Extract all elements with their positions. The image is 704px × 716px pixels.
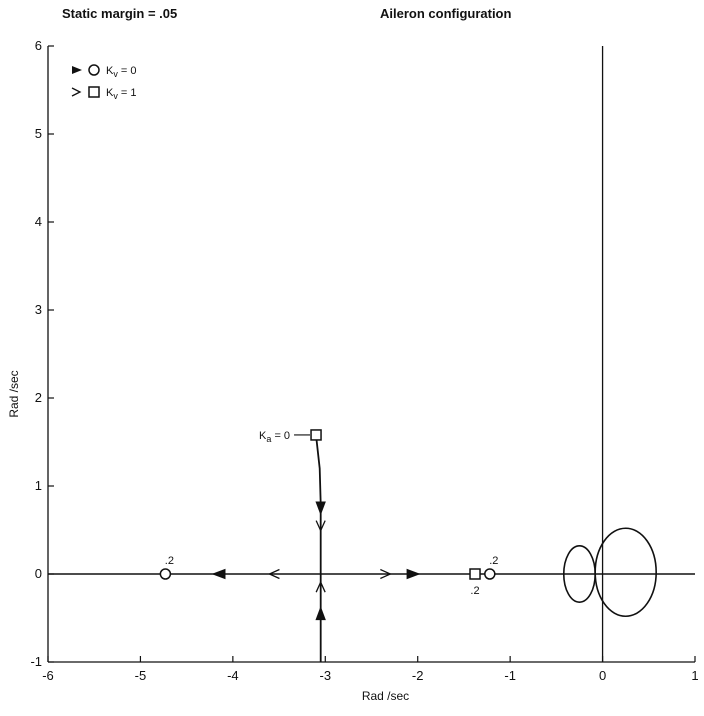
legend-arrow-filled <box>72 66 82 74</box>
y-tick-label: 2 <box>35 390 42 405</box>
tick-labels: -6 -5 -4 -3 -2 -1 0 1 -1 0 1 2 3 4 5 6 Rad /sec Rad /sec <box>7 38 699 703</box>
arrowhead-open <box>380 568 392 580</box>
direction-arrow <box>315 501 326 516</box>
arrowhead-filled <box>315 501 326 516</box>
legend-circle-marker <box>88 64 100 76</box>
legend: Kv = 0 Kv = 1 <box>71 64 137 101</box>
x-tick-label: -3 <box>320 668 332 683</box>
y-axis-label: Rad /sec <box>7 370 21 417</box>
legend-label: Kv = 0 <box>106 65 137 79</box>
arrowhead-filled <box>211 568 226 580</box>
arrowhead-open <box>267 568 280 580</box>
x-tick-label: -6 <box>42 668 54 683</box>
gain-annotation: .2 <box>165 555 174 567</box>
y-tick-label: 6 <box>35 38 42 53</box>
locus-loops <box>562 527 657 618</box>
ka-annotation: Ka = 0 <box>259 430 290 444</box>
direction-arrow <box>267 568 280 580</box>
arrowhead-filled <box>315 606 326 621</box>
circle-marker <box>159 568 172 580</box>
y-tick-label: 0 <box>35 566 42 581</box>
axes <box>47 46 695 663</box>
arrowhead-filled <box>406 568 421 580</box>
gain-annotation: .2 <box>470 585 479 597</box>
direction-arrow <box>211 568 226 580</box>
y-tick-label: 5 <box>35 126 42 141</box>
arrowhead-open <box>315 520 326 533</box>
y-tick-label: 4 <box>35 214 42 229</box>
chart-title: Aileron configuration <box>380 6 512 21</box>
locus-loop <box>594 527 657 618</box>
legend-label: Kv = 1 <box>106 87 137 101</box>
direction-arrow <box>315 580 326 593</box>
arrowhead-open <box>315 580 326 593</box>
x-tick-label: -1 <box>504 668 516 683</box>
markers <box>159 429 496 580</box>
x-tick-label: -4 <box>227 668 239 683</box>
locus-branches <box>48 434 695 662</box>
direction-arrow <box>380 568 392 580</box>
x-tick-label: -5 <box>135 668 147 683</box>
x-tick-label: 1 <box>691 668 698 683</box>
y-tick-label: 1 <box>35 478 42 493</box>
direction-arrow <box>315 520 326 533</box>
direction-arrow <box>315 606 326 621</box>
legend-square-marker <box>88 86 100 98</box>
direction-arrow <box>406 568 421 580</box>
x-axis-label: Rad /sec <box>362 689 409 703</box>
static-margin-note: Static margin = .05 <box>62 6 178 21</box>
square-marker <box>310 429 322 441</box>
legend-arrow-open <box>71 87 82 97</box>
y-tick-label: -1 <box>30 654 42 669</box>
annotations: Ka = 0 .2 .2 .2 <box>165 430 499 597</box>
square-marker <box>469 568 481 580</box>
x-tick-label: -2 <box>412 668 424 683</box>
x-tick-label: 0 <box>599 668 606 683</box>
direction-arrows <box>211 501 421 621</box>
circle-marker <box>484 568 496 580</box>
y-tick-label: 3 <box>35 302 42 317</box>
gain-annotation: .2 <box>489 555 498 567</box>
